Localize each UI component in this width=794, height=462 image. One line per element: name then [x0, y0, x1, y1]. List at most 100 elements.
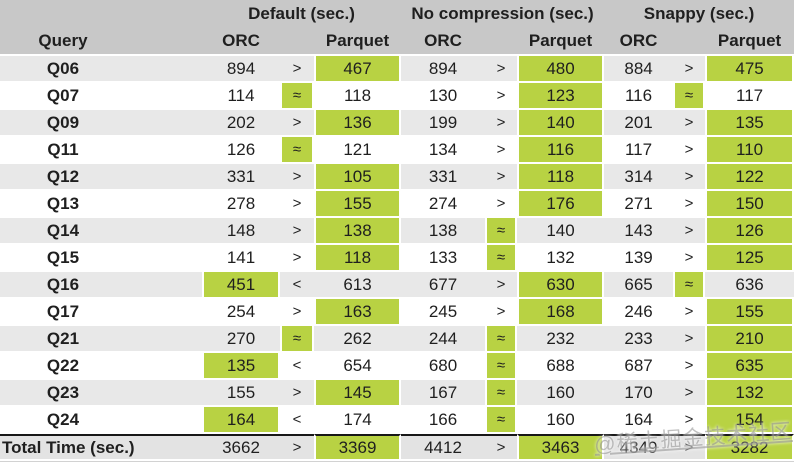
comparator-cell: <: [280, 353, 314, 380]
comparator-cell: >: [485, 191, 518, 218]
group-header-default: Default (sec.): [202, 0, 402, 28]
comparator-cell: >: [673, 137, 706, 164]
parquet-value-cell: 635: [705, 353, 794, 380]
table-row: Q24 164 <174 166 ≈160 164 >154: [0, 407, 794, 434]
parquet-value-cell: 150: [705, 191, 794, 218]
orc-value-cell: 139: [604, 245, 674, 272]
query-cell: Q21: [0, 326, 202, 353]
table-row: Q22 135 <654 680 ≈688 687 >635: [0, 353, 794, 380]
table-header: Default (sec.) No compression (sec.) Sna…: [0, 0, 794, 56]
orc-value-cell: 246: [604, 299, 674, 326]
query-cell: Q13: [0, 191, 202, 218]
comparator-cell: >: [673, 299, 706, 326]
parquet-value-cell: 118: [314, 83, 402, 110]
parquet-value-cell: 117: [705, 83, 794, 110]
parquet-value-cell: 126: [705, 218, 794, 245]
comparator-cell: >: [485, 164, 518, 191]
orc-value-cell: 138: [401, 218, 486, 245]
group-header-snappy: Snappy (sec.): [604, 0, 794, 28]
orc-value-cell: 677: [401, 272, 486, 299]
query-cell: Q24: [0, 407, 202, 434]
comparator-cell: >: [673, 326, 706, 353]
parquet-value-cell: 467: [314, 56, 402, 83]
orc-value-cell: 164: [202, 407, 280, 434]
orc-value-cell: 117: [604, 137, 674, 164]
table-row: Q13 278 >155 274 >176 271 >150: [0, 191, 794, 218]
orc-header-no-compression: ORC: [401, 28, 486, 56]
comparator-cell: >: [673, 110, 706, 137]
comparator-cell: ≈: [485, 353, 518, 380]
parquet-value-cell: 140: [517, 218, 605, 245]
comparator-cell: >: [485, 137, 518, 164]
orc-value-cell: 894: [401, 56, 486, 83]
comparator-cell: >: [485, 434, 518, 461]
orc-value-cell: 130: [401, 83, 486, 110]
orc-value-cell: 278: [202, 191, 280, 218]
table-row: Q23 155 >145 167 ≈160 170 >132: [0, 380, 794, 407]
table-row: Q12 331 >105 331 >118 314 >122: [0, 164, 794, 191]
comparator-cell: >: [485, 83, 518, 110]
comparator-cell: >: [673, 164, 706, 191]
comparator-cell: ≈: [280, 137, 314, 164]
comparator-cell: >: [673, 218, 706, 245]
parquet-value-cell: 168: [517, 299, 605, 326]
orc-value-cell: 4349: [604, 434, 674, 461]
parquet-value-cell: 688: [517, 353, 605, 380]
orc-value-cell: 170: [604, 380, 674, 407]
parquet-value-cell: 636: [705, 272, 794, 299]
orc-value-cell: 884: [604, 56, 674, 83]
parquet-value-cell: 155: [705, 299, 794, 326]
orc-value-cell: 133: [401, 245, 486, 272]
parquet-header-no-compression: Parquet: [517, 28, 605, 56]
parquet-value-cell: 3369: [314, 434, 402, 461]
table-row: Q07 114 ≈118 130 >123 116 ≈117: [0, 83, 794, 110]
comparator-cell: ≈: [485, 326, 518, 353]
comparator-cell: >: [485, 110, 518, 137]
orc-value-cell: 271: [604, 191, 674, 218]
comparator-cell: ≈: [280, 83, 314, 110]
orc-value-cell: 3662: [202, 434, 280, 461]
orc-value-cell: 134: [401, 137, 486, 164]
orc-value-cell: 201: [604, 110, 674, 137]
orc-value-cell: 331: [202, 164, 280, 191]
orc-value-cell: 665: [604, 272, 674, 299]
comparator-cell: >: [673, 191, 706, 218]
table-body: Q06 894 >467 894 >480 884 >475 Q07 114 ≈118 130 >12…: [0, 56, 794, 461]
parquet-value-cell: 116: [517, 137, 605, 164]
group-header-spacer: [0, 0, 202, 28]
orc-value-cell: 894: [202, 56, 280, 83]
parquet-value-cell: 160: [517, 380, 605, 407]
comparator-cell: ≈: [485, 245, 518, 272]
parquet-value-cell: 654: [314, 353, 402, 380]
parquet-value-cell: 145: [314, 380, 402, 407]
table-row: Q16 451 <613 677 >630 665 ≈636: [0, 272, 794, 299]
comparator-cell: >: [673, 245, 706, 272]
query-cell: Q07: [0, 83, 202, 110]
table-row: Q06 894 >467 894 >480 884 >475: [0, 56, 794, 83]
query-cell: Q23: [0, 380, 202, 407]
comparator-cell: ≈: [673, 83, 706, 110]
comparator-cell: <: [280, 407, 314, 434]
query-column-header: Query: [0, 28, 202, 56]
query-cell: Q22: [0, 353, 202, 380]
parquet-value-cell: 110: [705, 137, 794, 164]
orc-value-cell: 270: [202, 326, 280, 353]
parquet-value-cell: 118: [517, 164, 605, 191]
query-cell: Q15: [0, 245, 202, 272]
orc-value-cell: 202: [202, 110, 280, 137]
comparator-cell: >: [485, 272, 518, 299]
query-cell: Q09: [0, 110, 202, 137]
orc-value-cell: 331: [401, 164, 486, 191]
orc-value-cell: 141: [202, 245, 280, 272]
parquet-value-cell: 132: [705, 380, 794, 407]
comparator-cell: >: [280, 191, 314, 218]
orc-value-cell: 274: [401, 191, 486, 218]
table-row: Q09 202 >136 199 >140 201 >135: [0, 110, 794, 137]
orc-value-cell: 166: [401, 407, 486, 434]
comparator-cell: >: [673, 380, 706, 407]
parquet-value-cell: 154: [705, 407, 794, 434]
parquet-value-cell: 138: [314, 218, 402, 245]
parquet-value-cell: 160: [517, 407, 605, 434]
orc-value-cell: 135: [202, 353, 280, 380]
parquet-value-cell: 105: [314, 164, 402, 191]
